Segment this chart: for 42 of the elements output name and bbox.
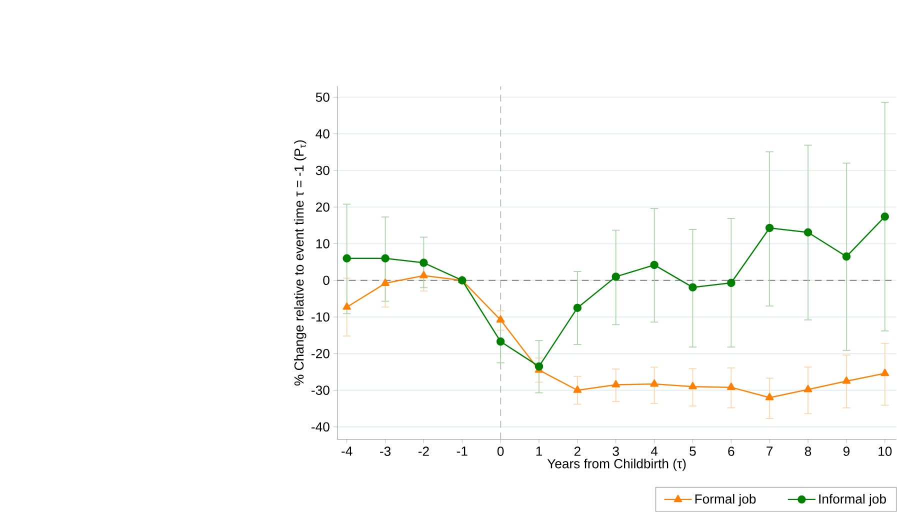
y-axis-title: % Change relative to event time τ = -1 (P$_{τ}$) <box>294 140 306 386</box>
legend-label: Formal job <box>695 494 756 506</box>
x-tick-label: 0 <box>497 446 504 456</box>
point <box>420 270 428 278</box>
y-tick-label: 50 <box>316 92 330 102</box>
point <box>880 368 890 376</box>
x-tick-label: 1 <box>536 446 542 456</box>
point <box>804 384 812 392</box>
x-tick-label: -4 <box>342 446 352 456</box>
point <box>573 386 582 393</box>
x-tick-label: -2 <box>418 446 429 456</box>
y-tick-label: 20 <box>316 202 330 212</box>
legend-label: Informal job <box>819 494 886 506</box>
y-tick-label: 30 <box>316 166 330 176</box>
x-tick-label: -1 <box>456 446 468 456</box>
x-tick-label: 6 <box>728 446 734 456</box>
x-tick-label: 8 <box>804 446 812 456</box>
point <box>496 315 505 323</box>
x-tick-label: 2 <box>574 446 580 456</box>
point <box>842 376 851 384</box>
x-tick-label: 10 <box>878 446 892 456</box>
x-tick-label: 3 <box>612 446 619 456</box>
x-tick-label: 7 <box>766 446 773 456</box>
x-tick-label: 5 <box>690 446 696 456</box>
y-tick-label: -20 <box>312 349 330 358</box>
x-tick-label: -3 <box>380 446 391 456</box>
y-tick-label: -40 <box>312 422 330 432</box>
x-axis-title: Years from Childbirth (τ) <box>547 458 686 471</box>
point <box>381 278 390 286</box>
y-tick-label: 10 <box>316 239 330 248</box>
point <box>650 379 658 387</box>
x-tick-label: 4 <box>650 446 658 456</box>
y-tick-label: 0 <box>323 276 330 286</box>
point <box>765 392 774 400</box>
x-tick-label: 9 <box>843 446 850 456</box>
point <box>342 302 352 310</box>
point <box>688 382 697 390</box>
y-tick-label: -30 <box>312 386 330 395</box>
y-tick-label: 40 <box>316 129 330 138</box>
point <box>612 380 620 388</box>
y-tick-label: -10 <box>312 312 330 322</box>
point <box>727 382 736 390</box>
